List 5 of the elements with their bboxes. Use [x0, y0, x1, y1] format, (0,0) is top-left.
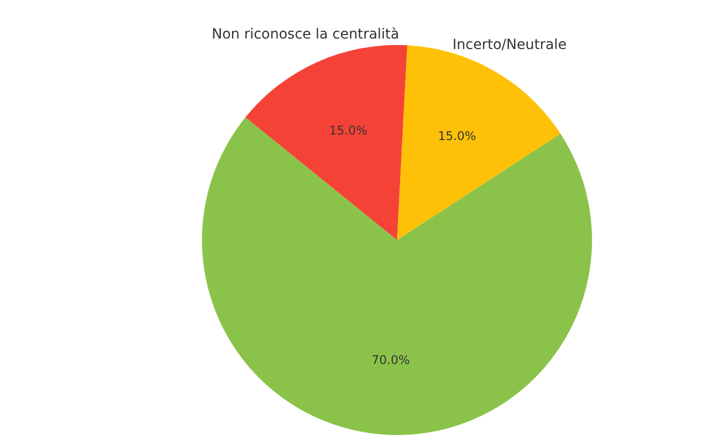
- slice-label: Non riconosce la centralità: [212, 26, 400, 42]
- slice-label: Incerto/Neutrale: [452, 37, 567, 54]
- data-label: 15.0%: [329, 123, 368, 138]
- data-label: 70.0%: [372, 352, 410, 367]
- data-label: 15.0%: [438, 129, 476, 144]
